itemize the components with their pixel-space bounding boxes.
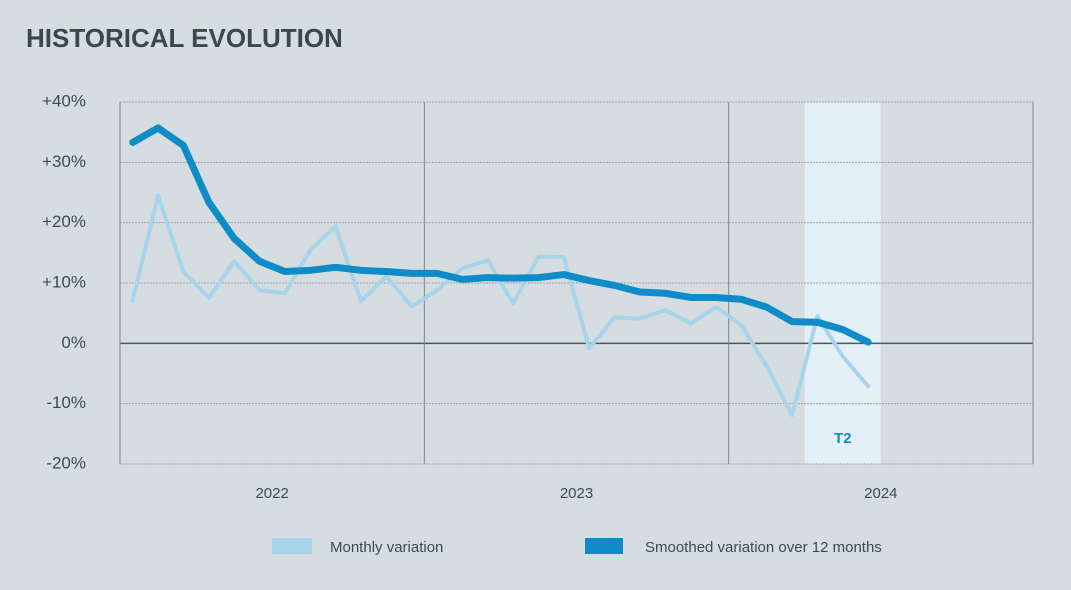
x-tick-label: 2022: [255, 485, 288, 502]
y-tick-label: -10%: [46, 393, 86, 412]
highlight-label: T2: [834, 430, 852, 447]
legend-label: Monthly variation: [330, 539, 443, 556]
y-tick-label: +10%: [42, 272, 86, 291]
series-line: [130, 193, 871, 418]
x-tick-label: 2024: [864, 485, 897, 502]
chart-title: HISTORICAL EVOLUTION: [26, 23, 343, 53]
legend-swatch: [272, 538, 312, 554]
y-tick-label: +20%: [42, 212, 86, 231]
series-line: [129, 124, 872, 346]
legend-swatch: [585, 538, 623, 554]
legend-label: Smoothed variation over 12 months: [645, 539, 882, 556]
y-tick-label: +40%: [42, 91, 86, 110]
y-tick-label: +30%: [42, 152, 86, 171]
y-tick-label: 0%: [61, 333, 86, 352]
x-tick-label: 2023: [560, 485, 593, 502]
y-tick-label: -20%: [46, 453, 86, 472]
